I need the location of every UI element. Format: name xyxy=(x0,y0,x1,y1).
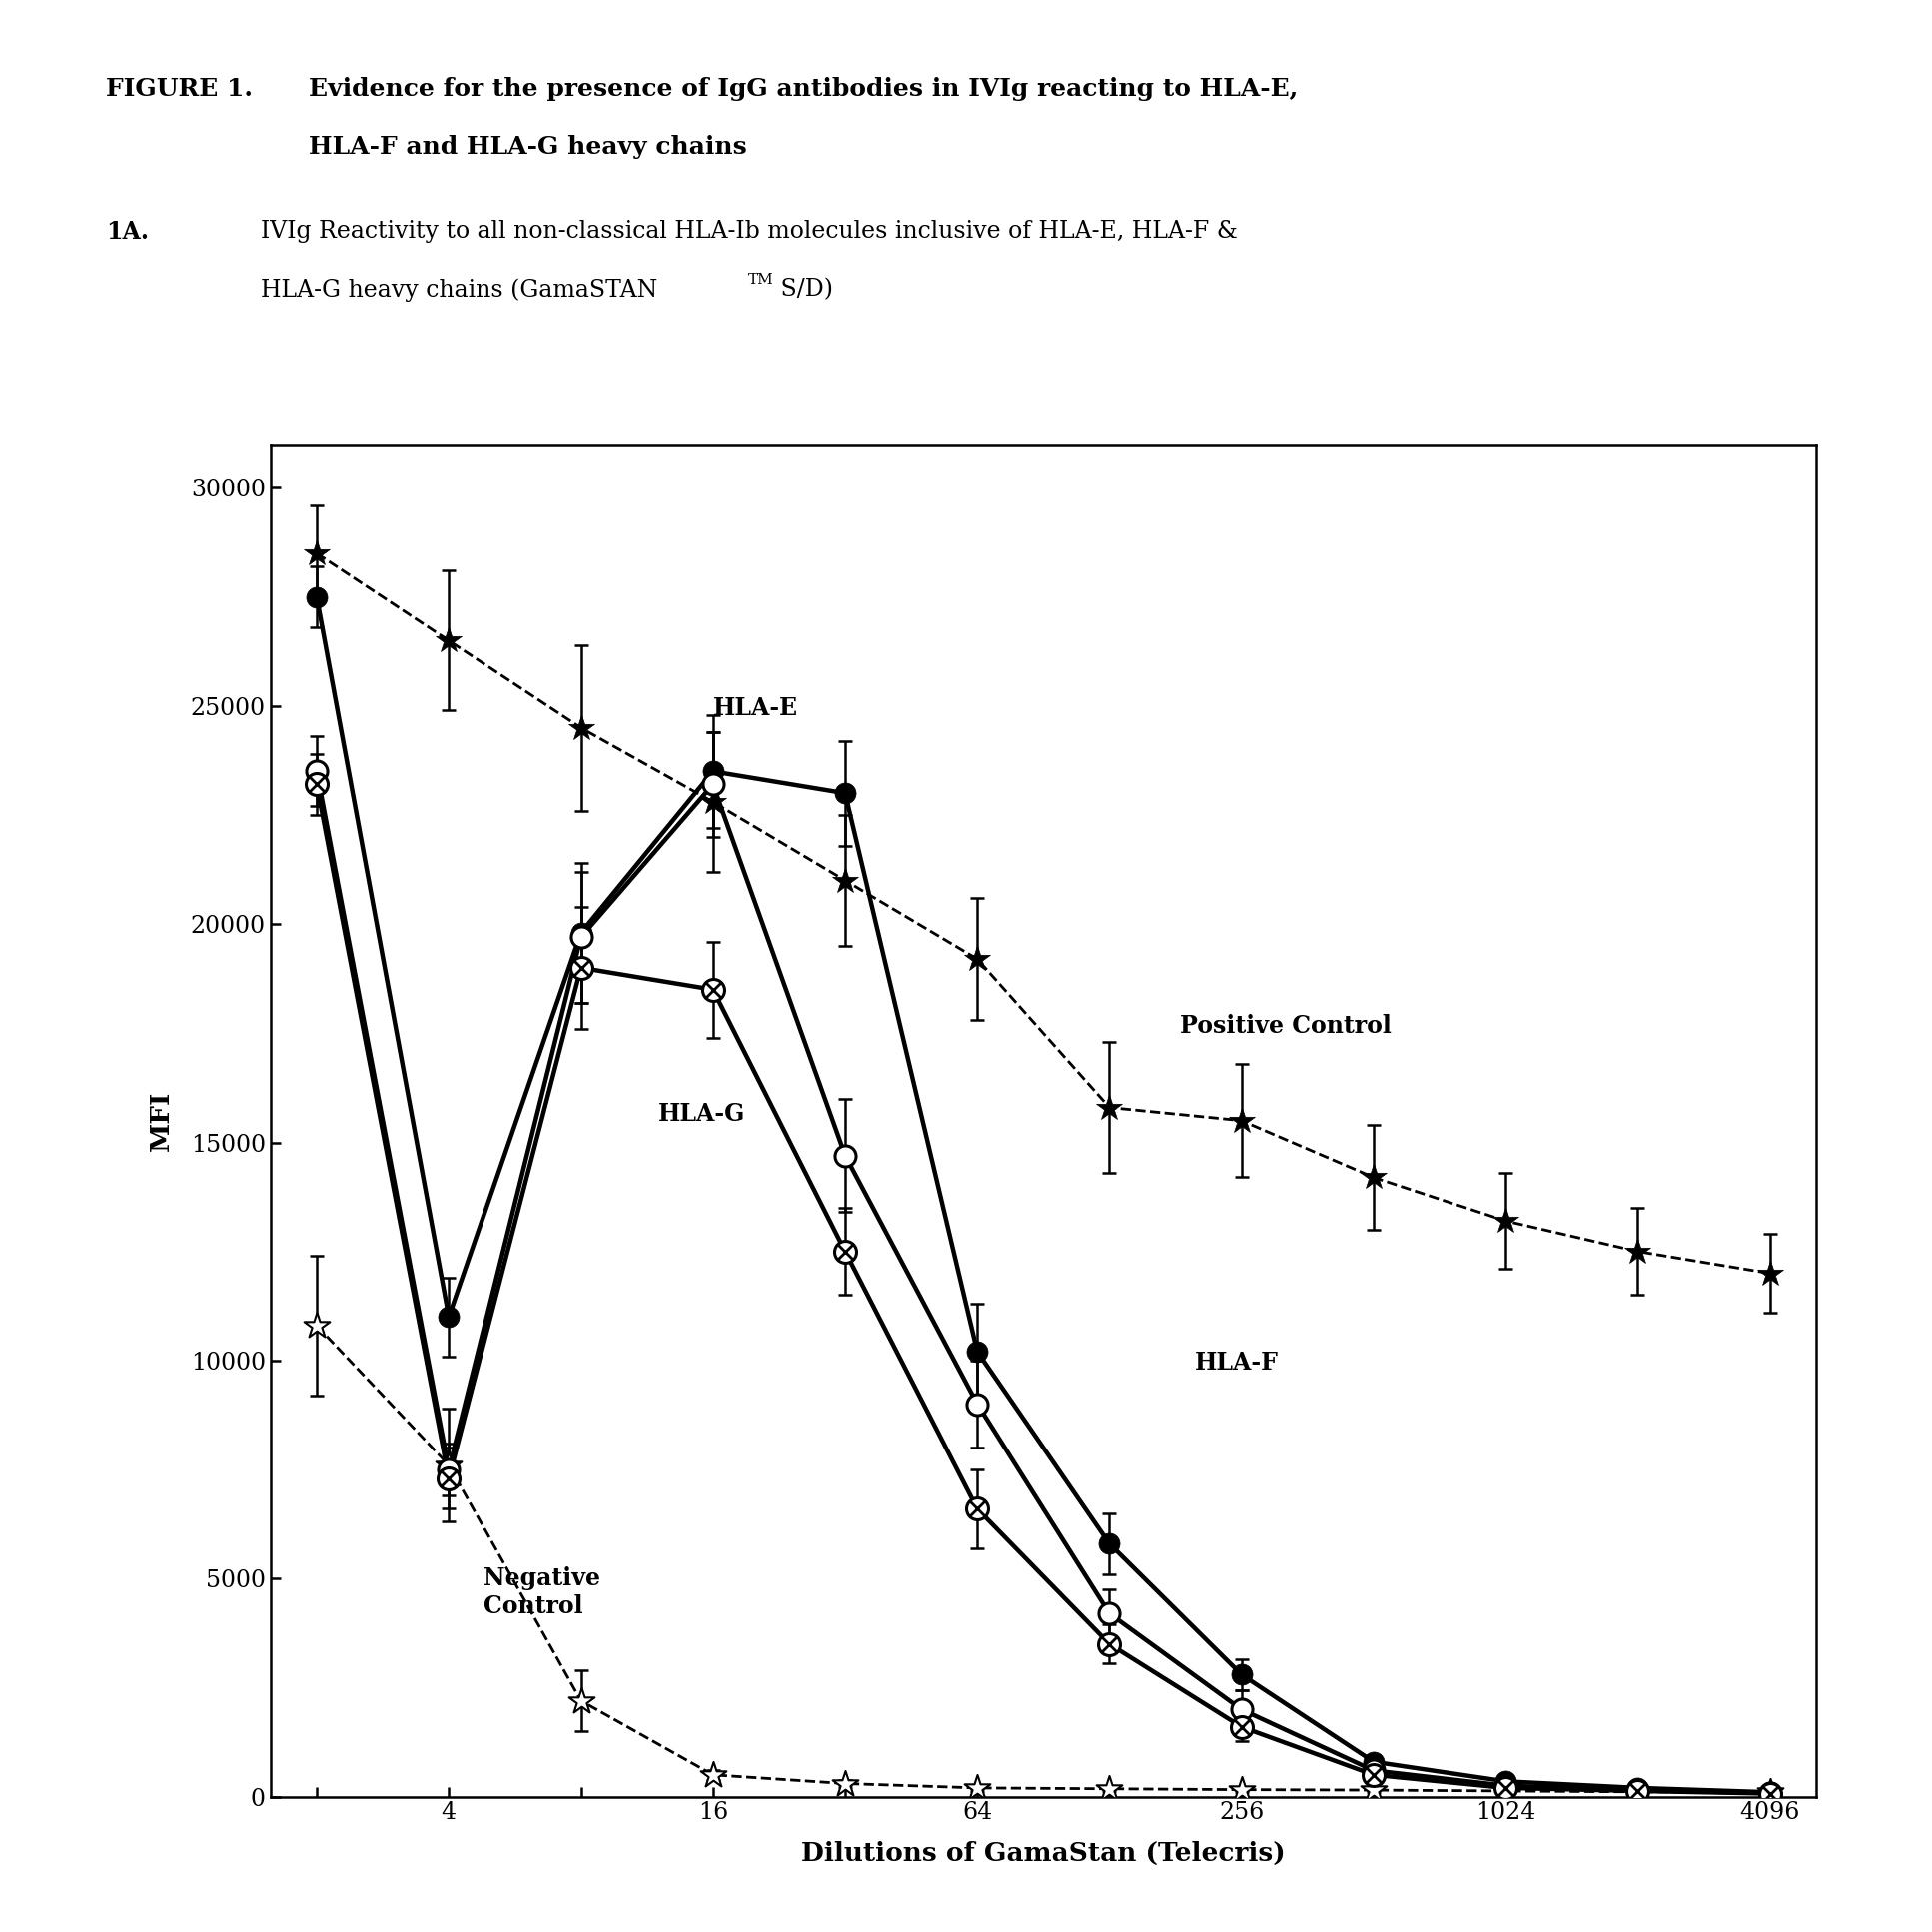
Point xyxy=(1754,1777,1785,1808)
Point xyxy=(566,713,597,744)
Text: FIGURE 1.: FIGURE 1. xyxy=(106,77,253,100)
Point xyxy=(433,1455,464,1486)
Point xyxy=(829,779,860,810)
Point xyxy=(1094,1092,1124,1122)
Point xyxy=(1754,1777,1785,1808)
Text: IVIg Reactivity to all non-classical HLA-Ib molecules inclusive of HLA-E, HLA-F : IVIg Reactivity to all non-classical HLA… xyxy=(261,220,1238,243)
Point xyxy=(697,786,728,817)
Point xyxy=(962,1389,993,1420)
Point xyxy=(962,1493,993,1524)
Point xyxy=(301,537,332,568)
Text: Negative
Control: Negative Control xyxy=(483,1567,601,1619)
Point xyxy=(1754,1258,1785,1289)
Point xyxy=(301,582,332,612)
Point xyxy=(829,1236,860,1267)
Point xyxy=(1227,1712,1258,1743)
Text: Evidence for the presence of IgG antibodies in IVIg reacting to HLA-E,: Evidence for the presence of IgG antibod… xyxy=(309,77,1298,100)
Point xyxy=(1358,1776,1389,1806)
Point xyxy=(301,769,332,800)
Point xyxy=(1358,1760,1389,1791)
X-axis label: Dilutions of GamaStan (Telecris): Dilutions of GamaStan (Telecris) xyxy=(802,1841,1285,1866)
Point xyxy=(1490,1770,1520,1801)
Point xyxy=(433,1302,464,1333)
Point xyxy=(566,922,597,952)
Point xyxy=(566,952,597,983)
Point xyxy=(1754,1777,1785,1808)
Point xyxy=(962,1337,993,1368)
Point xyxy=(829,866,860,896)
Point xyxy=(829,1140,860,1171)
Point xyxy=(1227,1660,1258,1690)
Point xyxy=(1094,1598,1124,1629)
Point xyxy=(433,1449,464,1480)
Point xyxy=(697,755,728,786)
Text: Positive Control: Positive Control xyxy=(1180,1014,1391,1037)
Point xyxy=(1490,1776,1520,1806)
Text: HLA-E: HLA-E xyxy=(713,696,798,721)
Text: HLA-G: HLA-G xyxy=(659,1101,746,1126)
Point xyxy=(1227,1105,1258,1136)
Point xyxy=(829,1768,860,1799)
Point xyxy=(1094,1629,1124,1660)
Point xyxy=(1358,1747,1389,1777)
Point xyxy=(1094,1629,1124,1660)
Point xyxy=(962,943,993,974)
Point xyxy=(1623,1776,1654,1806)
Point xyxy=(1754,1777,1785,1808)
Point xyxy=(962,1493,993,1524)
Point xyxy=(697,974,728,1005)
Point xyxy=(301,755,332,786)
Point xyxy=(1490,1772,1520,1803)
Point xyxy=(1623,1777,1654,1808)
Text: TM: TM xyxy=(748,272,773,286)
Point xyxy=(697,1760,728,1791)
Point xyxy=(566,1685,597,1716)
Point xyxy=(1227,1694,1258,1725)
Point xyxy=(566,918,597,949)
Point xyxy=(301,769,332,800)
Point xyxy=(1623,1776,1654,1806)
Point xyxy=(1358,1161,1389,1192)
Point xyxy=(697,974,728,1005)
Point xyxy=(433,626,464,657)
Point xyxy=(1358,1754,1389,1785)
Text: HLA-G heavy chains (GamaSTAN: HLA-G heavy chains (GamaSTAN xyxy=(261,278,657,301)
Text: HLA-F and HLA-G heavy chains: HLA-F and HLA-G heavy chains xyxy=(309,135,748,158)
Point xyxy=(433,1463,464,1493)
Point xyxy=(1623,1236,1654,1267)
Text: S/D): S/D) xyxy=(773,278,833,301)
Point xyxy=(301,1310,332,1341)
Point xyxy=(1358,1760,1389,1791)
Point xyxy=(697,769,728,800)
Point xyxy=(1227,1712,1258,1743)
Point xyxy=(433,1463,464,1493)
Point xyxy=(1623,1772,1654,1803)
Point xyxy=(1490,1772,1520,1803)
Text: 1A.: 1A. xyxy=(106,220,149,243)
Y-axis label: MFI: MFI xyxy=(149,1090,174,1151)
Point xyxy=(1094,1528,1124,1559)
Point xyxy=(566,952,597,983)
Point xyxy=(1227,1774,1258,1804)
Point xyxy=(1754,1777,1785,1808)
Point xyxy=(1094,1774,1124,1804)
Point xyxy=(1623,1776,1654,1806)
Point xyxy=(962,1772,993,1803)
Point xyxy=(829,1236,860,1267)
Point xyxy=(1490,1206,1520,1236)
Point xyxy=(1490,1766,1520,1797)
Text: HLA-F: HLA-F xyxy=(1194,1350,1279,1374)
